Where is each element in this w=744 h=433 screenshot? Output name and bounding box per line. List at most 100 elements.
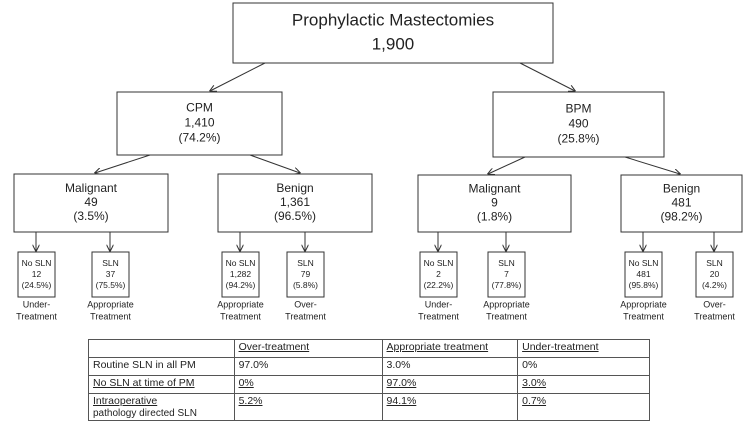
- table-row: Over-treatment Appropriate treatment Under…: [88, 339, 650, 358]
- node-text: (98.2%): [660, 210, 702, 224]
- table-cell: 94.1%: [381, 393, 519, 421]
- cell-text: 0%: [522, 359, 538, 371]
- node-box: [221, 251, 260, 298]
- table-cell: 5.2%: [233, 393, 383, 421]
- arrow: [624, 156, 680, 174]
- node-text: Malignant: [65, 181, 118, 195]
- node-box: [487, 251, 526, 298]
- cell-text: Intraoperative: [93, 395, 158, 407]
- node-box: [419, 251, 458, 298]
- node-text: 1,361: [280, 195, 310, 209]
- node-text: CPM: [186, 101, 213, 115]
- node-text: No SLN: [424, 258, 454, 268]
- node-text: (77.8%): [492, 280, 522, 290]
- node-text: SLN: [297, 258, 314, 268]
- node-text: No SLN: [226, 258, 256, 268]
- node-text: 481: [671, 196, 691, 210]
- cell-text: 0%: [238, 377, 254, 389]
- cell-text: 3.0%: [386, 359, 411, 371]
- outcome-label: Appropriate: [217, 299, 264, 309]
- outcome-label: Treatment: [418, 311, 459, 321]
- outcome-label: Treatment: [694, 311, 735, 321]
- node-text: (4.2%): [702, 280, 727, 290]
- table-cell: Appropriate treatment: [381, 339, 519, 358]
- node-text: (96.5%): [274, 209, 316, 223]
- node-text: 9: [491, 196, 498, 210]
- table-row: No SLN at time of PM 0% 97.0% 3.0%: [88, 375, 650, 394]
- outcome-label: Over-: [703, 299, 726, 309]
- comparison-table: Over-treatment Appropriate treatment Under…: [88, 339, 650, 421]
- node-text: Malignant: [468, 182, 521, 196]
- table-cell: No SLN at time of PM: [88, 375, 235, 394]
- node-box: [695, 251, 734, 298]
- node-box: [620, 174, 743, 233]
- table-cell: Over-treatment: [233, 339, 383, 358]
- table-cell: [88, 339, 235, 358]
- node-text: 1,410: [184, 116, 214, 130]
- node-box: [116, 91, 283, 156]
- node-text: BPM: [565, 102, 591, 116]
- outcome-label: Appropriate: [483, 299, 530, 309]
- table-row: Intraoperative pathology directed SLN 5.2%…: [88, 393, 650, 421]
- outcome-label: Treatment: [220, 311, 261, 321]
- outcome-label: Treatment: [623, 311, 664, 321]
- table-row: Routine SLN in all PM 97.0% 3.0% 0%: [88, 357, 650, 376]
- outcome-label: Under-: [425, 299, 453, 309]
- cell-text: 5.2%: [238, 395, 263, 407]
- arrows: [36, 62, 714, 251]
- cell-text: Under-treatment: [522, 341, 599, 353]
- table-cell: Under-treatment: [517, 339, 650, 358]
- node-text: 1,282: [230, 269, 252, 279]
- arrow: [488, 156, 526, 174]
- node-text: SLN: [498, 258, 515, 268]
- node-text: 79: [301, 269, 311, 279]
- node-text: 37: [106, 269, 116, 279]
- node-text: SLN: [706, 258, 723, 268]
- node: Prophylactic Mastectomies 1,900: [232, 2, 554, 64]
- node-text: (1.8%): [477, 210, 512, 224]
- node-box: [217, 173, 373, 233]
- outcome-label: Treatment: [16, 311, 57, 321]
- table-cell: 0%: [233, 375, 383, 394]
- cell-text: 97.0%: [238, 359, 269, 371]
- node-text: Prophylactic Mastectomies: [292, 10, 494, 29]
- node-text: (22.2%): [424, 280, 454, 290]
- node-text: 49: [84, 195, 98, 209]
- cell-text: 97.0%: [386, 377, 417, 389]
- cell-text: pathology directed SLN: [93, 408, 197, 419]
- node-box: [91, 251, 130, 298]
- arrow: [249, 154, 300, 173]
- cell-text: 94.1%: [386, 395, 417, 407]
- node-text: (24.5%): [22, 280, 52, 290]
- table-cell: 0.7%: [517, 393, 650, 421]
- node-box: [492, 91, 665, 158]
- node-text: Benign: [276, 181, 313, 195]
- outcome-label: Appropriate: [87, 299, 134, 309]
- node-box: [232, 2, 554, 64]
- outcome-label: Treatment: [285, 311, 326, 321]
- node-text: SLN: [102, 258, 119, 268]
- cell-text: 0.7%: [522, 395, 547, 407]
- outcome-label: Under-: [23, 299, 51, 309]
- node-text: Benign: [663, 182, 700, 196]
- node-text: 490: [568, 117, 588, 131]
- flowchart: Prophylactic Mastectomies1,900CPM1,410(7…: [13, 2, 743, 321]
- node-text: 20: [710, 269, 720, 279]
- node-text: (74.2%): [178, 131, 220, 145]
- node-text: 7: [504, 269, 509, 279]
- node-text: 481: [636, 269, 650, 279]
- cell-text: No SLN at time of PM: [93, 377, 195, 389]
- table-cell: 3.0%: [517, 375, 650, 394]
- node-box: [286, 251, 325, 298]
